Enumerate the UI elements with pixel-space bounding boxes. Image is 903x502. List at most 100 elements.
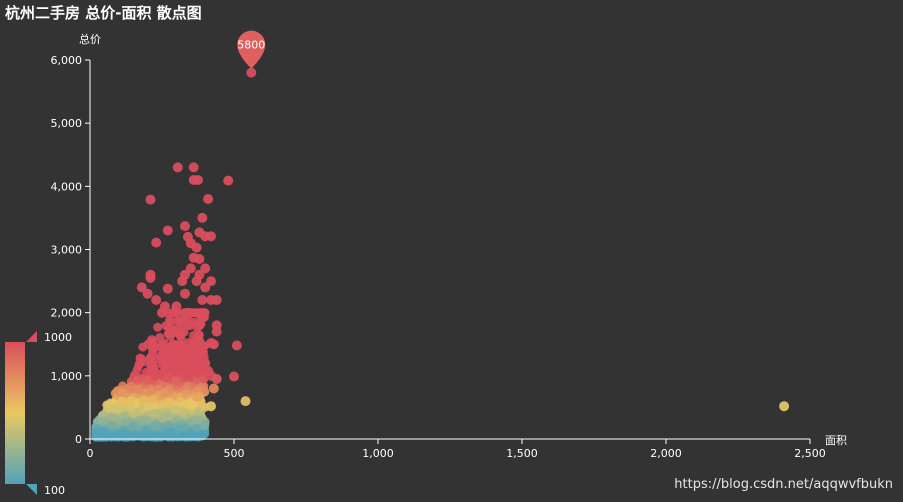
scatter-point[interactable] <box>203 194 214 204</box>
scatter-point[interactable] <box>151 295 162 305</box>
dense-point-cluster <box>91 308 210 442</box>
cluster-point <box>183 371 193 380</box>
cluster-point <box>181 389 191 399</box>
scatter-point[interactable] <box>231 340 242 351</box>
scatter-point[interactable] <box>200 282 211 293</box>
scatter-point[interactable] <box>172 162 183 173</box>
cluster-point <box>188 400 198 410</box>
scatter-point[interactable] <box>142 288 153 299</box>
cluster-point <box>128 430 138 440</box>
cluster-point <box>99 429 108 439</box>
visual-map-min-handle-icon[interactable] <box>26 484 37 495</box>
y-tick-label: 6,000 <box>51 54 83 67</box>
pin-marker-icon[interactable] <box>237 30 266 69</box>
scatter-point[interactable] <box>151 237 162 248</box>
cluster-point <box>190 347 200 357</box>
scatter-point[interactable] <box>206 276 216 287</box>
cluster-point <box>173 425 183 435</box>
cluster-point <box>193 336 202 346</box>
scatter-point[interactable] <box>180 288 190 299</box>
scatter-point[interactable] <box>200 263 211 274</box>
scatter-point[interactable] <box>197 295 208 305</box>
cluster-point <box>187 359 197 369</box>
max-value-pin[interactable]: 5800 <box>237 30 266 69</box>
scatter-point[interactable] <box>162 283 173 294</box>
cluster-point <box>166 430 176 440</box>
cluster-point <box>134 385 144 395</box>
cluster-point <box>148 395 158 405</box>
scatter-point[interactable] <box>145 272 156 283</box>
cluster-point <box>164 372 173 382</box>
scatter-point[interactable] <box>211 374 222 384</box>
chart-title: 杭州二手房 总价-面积 散点图 <box>5 4 202 22</box>
cluster-point <box>197 344 207 354</box>
scatter-point[interactable] <box>162 225 173 236</box>
cluster-point <box>137 416 147 426</box>
scatter-point[interactable] <box>145 194 156 205</box>
scatter-point[interactable] <box>185 263 196 274</box>
visual-map-bar[interactable] <box>5 342 25 484</box>
cluster-point <box>198 308 208 318</box>
scatter-point[interactable] <box>197 212 208 223</box>
scatter-point[interactable] <box>211 295 222 305</box>
cluster-point <box>126 397 136 407</box>
y-tick-label: 1,000 <box>51 370 83 383</box>
cluster-point <box>190 366 200 376</box>
cluster-point <box>135 359 144 368</box>
visual-map[interactable]: 1000 100 <box>5 331 72 497</box>
cluster-point <box>183 344 193 354</box>
cluster-point <box>159 338 169 348</box>
cluster-point <box>191 415 201 425</box>
scatter-point[interactable] <box>223 175 234 186</box>
cluster-point <box>152 409 162 419</box>
scatter-point[interactable] <box>177 276 188 287</box>
y-tick-label: 5,000 <box>51 117 83 130</box>
scatter-point[interactable] <box>193 175 203 185</box>
scatter-point[interactable] <box>246 67 257 78</box>
scatter-point[interactable] <box>191 276 202 287</box>
scatter-point[interactable] <box>180 221 190 232</box>
scatter-point[interactable] <box>188 162 199 173</box>
cluster-point <box>147 335 157 345</box>
cluster-point <box>107 420 117 430</box>
cluster-point <box>126 403 136 413</box>
scatter-points <box>136 67 790 412</box>
scatter-point[interactable] <box>208 339 219 350</box>
scatter-point[interactable] <box>779 401 790 412</box>
y-tick-label: 4,000 <box>51 180 83 193</box>
x-axis-ticks: 0 500 1,000 1,500 2,000 2,500 <box>87 439 826 460</box>
cluster-point <box>110 413 120 423</box>
cluster-point <box>173 315 183 325</box>
x-tick-label: 500 <box>224 447 245 460</box>
scatter-point[interactable] <box>157 307 167 318</box>
visual-map-max-handle-icon[interactable] <box>26 331 37 342</box>
scatter-point[interactable] <box>206 231 216 242</box>
scatter-point[interactable] <box>188 252 199 263</box>
scatter-point[interactable] <box>240 396 251 407</box>
scatter-point[interactable] <box>171 301 182 312</box>
scatter-point[interactable] <box>206 401 216 412</box>
cluster-point <box>146 386 156 395</box>
cluster-point <box>165 327 175 336</box>
scatter-point[interactable] <box>200 358 211 369</box>
x-tick-label: 2,000 <box>650 447 682 460</box>
cluster-point <box>183 430 193 440</box>
scatter-point[interactable] <box>208 383 219 394</box>
x-tick-label: 1,500 <box>506 447 538 460</box>
cluster-point <box>116 397 126 407</box>
scatter-point[interactable] <box>191 242 202 253</box>
cluster-point <box>99 416 108 426</box>
cluster-point <box>194 392 204 402</box>
cluster-point <box>189 317 199 327</box>
cluster-point <box>200 419 210 429</box>
x-axis-name: 面积 <box>825 434 847 447</box>
cluster-point <box>181 423 191 433</box>
scatter-point[interactable] <box>182 307 193 318</box>
scatter-point[interactable] <box>229 371 239 382</box>
cluster-point <box>177 407 187 416</box>
cluster-point <box>153 322 163 332</box>
scatter-point[interactable] <box>136 282 147 293</box>
cluster-point <box>151 421 161 431</box>
scatter-point[interactable] <box>211 326 222 337</box>
x-tick-label: 0 <box>87 447 94 460</box>
